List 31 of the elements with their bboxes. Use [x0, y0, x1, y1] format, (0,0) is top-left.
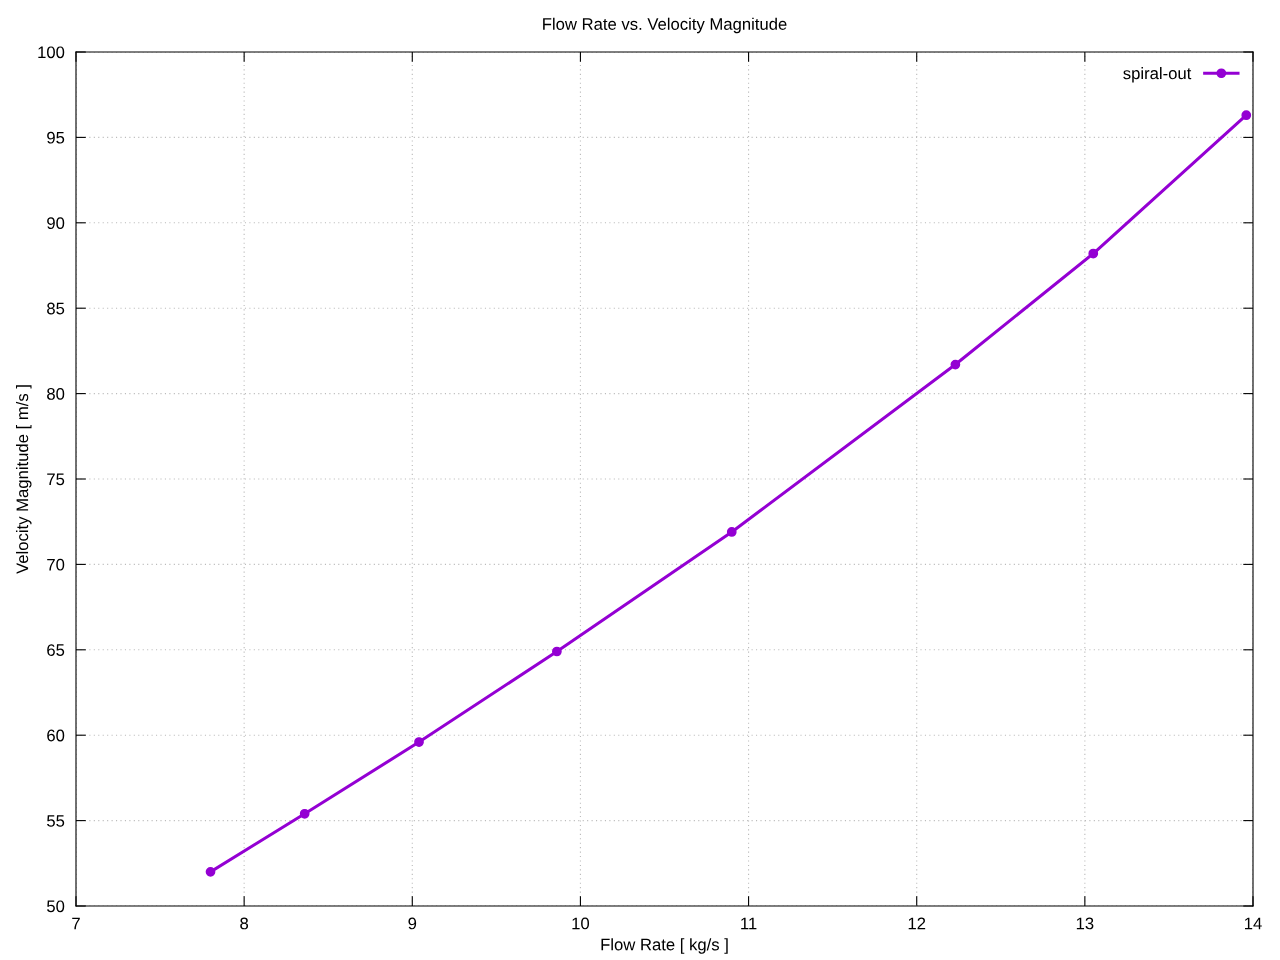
chart-title: Flow Rate vs. Velocity Magnitude	[543, 17, 787, 34]
legend-label: spiral-out	[1123, 67, 1192, 83]
y-tick-label: 55	[47, 815, 65, 827]
y-tick-label: 75	[47, 473, 65, 486]
x-tick-label: 7	[72, 917, 80, 930]
x-tick-label: 8	[240, 917, 249, 930]
y-tick-label: 90	[47, 217, 65, 229]
point	[552, 646, 562, 657]
point	[414, 737, 424, 747]
y-tick-label: 50	[47, 900, 65, 913]
x-tick-label: 14	[1245, 917, 1262, 930]
point	[205, 866, 216, 877]
y-axis-title: Velocity Magnitude [ m/s ]	[15, 385, 32, 574]
y-tick-label: 70	[47, 558, 65, 571]
y-tick-label: 60	[47, 729, 65, 742]
x-tick-label: 13	[1076, 917, 1094, 930]
x-tick-label: 11	[741, 917, 757, 930]
y-tick-label: 95	[47, 131, 65, 144]
point	[726, 527, 737, 537]
y-tick-label: 80	[47, 388, 65, 400]
y-tick-label: 100	[38, 46, 65, 59]
x-tick-label: 12	[908, 917, 926, 930]
point	[950, 359, 961, 370]
point	[1241, 110, 1252, 121]
point	[299, 808, 310, 819]
y-tick-label: 85	[47, 302, 65, 315]
x-tick-label: 10	[572, 917, 590, 930]
x-tick-label: 9	[408, 917, 417, 930]
x-axis-title: Flow Rate [ kg/s ]	[601, 938, 728, 954]
y-tick-label: 65	[47, 644, 65, 656]
point	[1088, 248, 1099, 259]
